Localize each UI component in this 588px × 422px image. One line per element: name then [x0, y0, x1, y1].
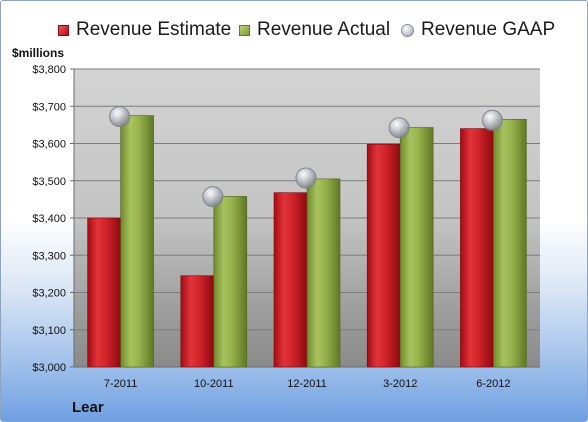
legend-label-actual: Revenue Actual — [257, 19, 391, 40]
legend-item-estimate: Revenue Estimate — [58, 18, 231, 42]
bar-revenue-actual — [306, 178, 341, 368]
bar-revenue-actual — [399, 127, 434, 368]
x-tick-label: 10-2011 — [194, 378, 234, 390]
legend-swatch-actual — [239, 24, 250, 36]
x-tick-label: 6-2012 — [476, 378, 510, 390]
legend: Revenue Estimate Revenue Actual Revenue … — [1, 18, 587, 42]
y-tick-label: $3,700 — [32, 101, 66, 113]
y-axis-units-label: $millions — [12, 46, 65, 60]
marker-revenue-gaap — [388, 117, 410, 139]
bar-revenue-estimate — [366, 143, 401, 368]
marker-revenue-gaap — [295, 167, 317, 189]
y-tick-label: $3,200 — [32, 288, 66, 300]
bar-revenue-estimate — [87, 217, 121, 368]
y-tick-label: $3,600 — [32, 139, 66, 151]
y-tick-label: $3,400 — [32, 213, 66, 225]
legend-item-gaap: Revenue GAAP — [401, 18, 555, 42]
marker-revenue-gaap — [481, 109, 503, 131]
y-tick-label: $3,800 — [32, 64, 66, 76]
company-label: Lear — [72, 399, 104, 416]
legend-swatch-gaap — [401, 23, 414, 37]
marker-revenue-gaap — [202, 186, 224, 208]
legend-swatch-estimate — [58, 24, 69, 36]
legend-label-gaap: Revenue GAAP — [421, 19, 556, 40]
y-tick-label: $3,500 — [32, 176, 66, 188]
marker-revenue-gaap — [109, 106, 131, 128]
x-tick-label: 7-2011 — [104, 378, 137, 390]
x-tick-label: 12-2011 — [287, 378, 327, 390]
y-tick-label: $3,300 — [32, 250, 66, 262]
y-tick-label: $3,100 — [32, 325, 66, 337]
legend-label-estimate: Revenue Estimate — [76, 19, 232, 40]
bar-revenue-estimate — [180, 275, 215, 368]
y-tick-label: $3,000 — [32, 362, 66, 374]
legend-item-actual: Revenue Actual — [239, 18, 390, 42]
x-tick-label: 3-2012 — [383, 378, 417, 390]
bar-revenue-actual — [120, 115, 154, 368]
bar-revenue-actual — [213, 196, 248, 368]
bar-revenue-estimate — [273, 192, 308, 368]
bar-revenue-estimate — [460, 128, 494, 368]
bar-revenue-actual — [493, 118, 527, 368]
